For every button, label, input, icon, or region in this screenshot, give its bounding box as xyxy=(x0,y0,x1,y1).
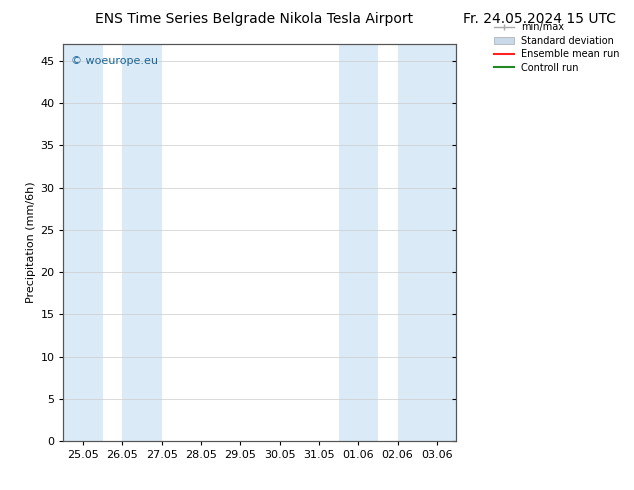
Text: ENS Time Series Belgrade Nikola Tesla Airport: ENS Time Series Belgrade Nikola Tesla Ai… xyxy=(95,12,413,26)
Text: © woeurope.eu: © woeurope.eu xyxy=(71,56,158,66)
Y-axis label: Precipitation (mm/6h): Precipitation (mm/6h) xyxy=(26,182,36,303)
Text: Fr. 24.05.2024 15 UTC: Fr. 24.05.2024 15 UTC xyxy=(463,12,616,26)
Bar xyxy=(63,44,103,441)
Bar xyxy=(122,44,162,441)
Bar xyxy=(398,44,456,441)
Legend: min/max, Standard deviation, Ensemble mean run, Controll run: min/max, Standard deviation, Ensemble me… xyxy=(491,20,623,75)
Bar xyxy=(339,44,378,441)
